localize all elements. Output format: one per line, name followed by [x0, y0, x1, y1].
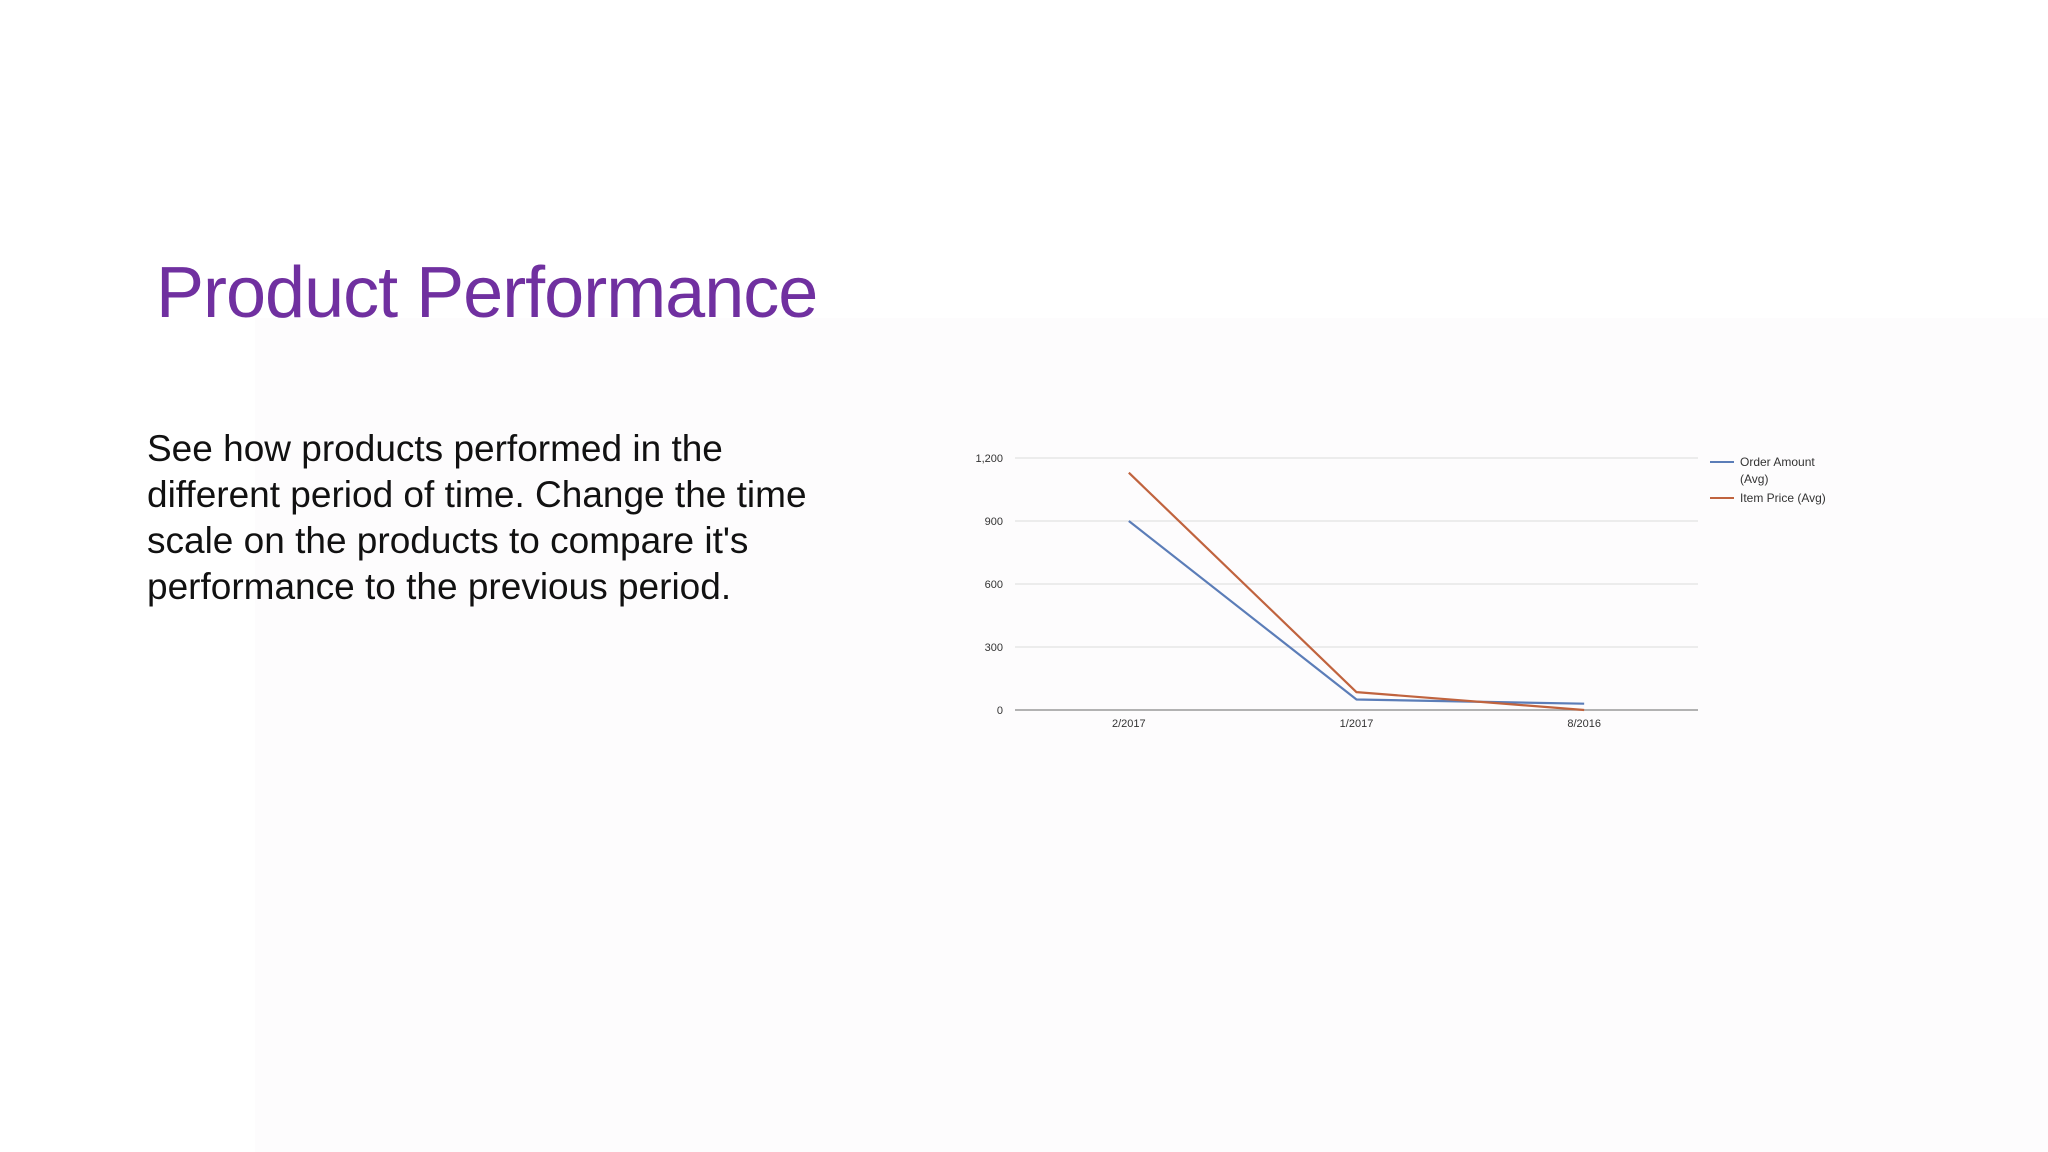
x-tick-label: 2/2017	[1112, 718, 1146, 730]
legend-label: Item Price (Avg)	[1740, 491, 1826, 505]
y-tick-label: 0	[997, 705, 1003, 717]
x-tick-label: 8/2016	[1567, 718, 1601, 730]
legend-label: (Avg)	[1740, 472, 1768, 486]
series-line	[1128, 471, 1585, 712]
slide-body-text: See how products performed in the differ…	[147, 428, 807, 607]
y-tick-label: 900	[985, 516, 1003, 528]
slide-title: Product Performance	[156, 253, 818, 333]
y-tick-label: 1,200	[975, 453, 1003, 465]
y-tick-label: 300	[985, 642, 1003, 654]
series-line	[1128, 520, 1585, 705]
y-tick-label: 600	[985, 579, 1003, 591]
line-chart: 0 300 600 900 1,200 2/2017 1/2017 8/2016 Order …	[975, 453, 1826, 730]
chart-axes: 0 300 600 900 1,200 2/2017 1/2017 8/2016	[975, 453, 1698, 730]
content-background	[255, 318, 2048, 1152]
legend-label: Order Amount	[1740, 455, 1815, 469]
chart-grid	[1015, 457, 1698, 648]
chart-series	[1128, 471, 1585, 712]
chart-legend: Order Amount (Avg) Item Price (Avg)	[1710, 455, 1826, 505]
x-tick-label: 1/2017	[1340, 718, 1374, 730]
